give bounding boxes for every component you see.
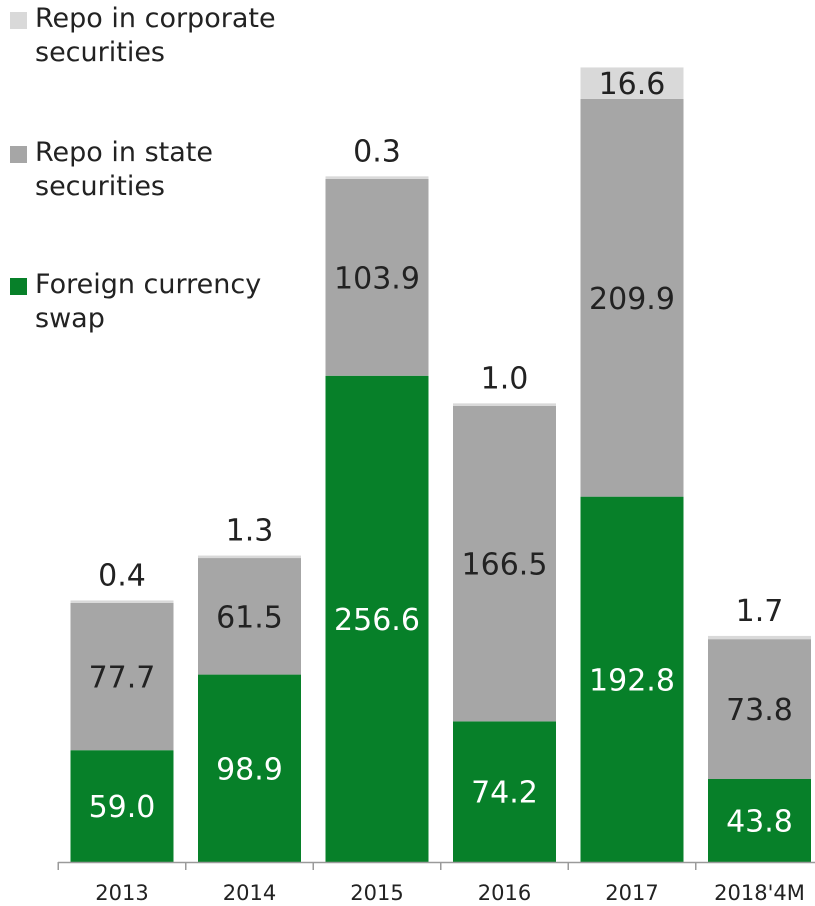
label-swap-1: 98.9 xyxy=(216,752,283,787)
bar-corporate-4 xyxy=(580,67,684,99)
label-corporate-3: 1.0 xyxy=(481,361,529,396)
bar-state-5 xyxy=(708,639,811,779)
bar-swap-3 xyxy=(453,721,556,862)
label-corporate-5: 1.7 xyxy=(736,594,784,629)
label-swap-4: 192.8 xyxy=(589,663,675,698)
label-corporate-2: 0.3 xyxy=(353,134,401,169)
bar-swap-1 xyxy=(198,674,301,862)
label-swap-5: 43.8 xyxy=(726,804,793,839)
label-state-1: 61.5 xyxy=(216,600,283,635)
bar-corporate-5 xyxy=(708,635,811,640)
x-tick-label-0: 2013 xyxy=(95,881,148,905)
label-state-0: 77.7 xyxy=(89,661,156,696)
bar-corporate-1 xyxy=(198,555,301,559)
label-state-4: 209.9 xyxy=(589,282,675,317)
bar-state-3 xyxy=(453,405,556,722)
legend-swatch-state xyxy=(10,146,27,163)
bar-swap-2 xyxy=(325,375,429,862)
label-corporate-4: 16.6 xyxy=(599,67,666,102)
x-tick-label-5: 2018'4M xyxy=(714,881,805,905)
label-corporate-1: 1.3 xyxy=(226,514,274,549)
bar-state-4 xyxy=(580,98,684,497)
x-tick-label-4: 2017 xyxy=(605,881,658,905)
label-state-3: 166.5 xyxy=(462,548,548,583)
x-tick-label-2: 2015 xyxy=(350,881,403,905)
bar-swap-5 xyxy=(708,778,811,862)
legend-swatch-swap xyxy=(10,278,27,295)
bar-state-2 xyxy=(325,178,429,376)
bar-corporate-2 xyxy=(325,176,429,179)
label-swap-2: 256.6 xyxy=(334,603,420,638)
bar-corporate-0 xyxy=(70,600,174,603)
x-tick-label-3: 2016 xyxy=(478,881,531,905)
label-swap-3: 74.2 xyxy=(471,776,538,811)
label-corporate-0: 0.4 xyxy=(98,558,146,593)
legend-label-swap: Foreign currency swap xyxy=(35,269,262,334)
legend-label-state: Repo in state securities xyxy=(35,137,213,202)
bar-swap-0 xyxy=(70,750,174,862)
bar-state-0 xyxy=(70,602,174,751)
x-tick-label-1: 2014 xyxy=(223,881,276,905)
label-swap-0: 59.0 xyxy=(89,790,156,825)
legend-label-corporate: Repo in corporate securities xyxy=(35,3,276,68)
bar-state-1 xyxy=(198,558,301,675)
bar-swap-4 xyxy=(580,496,684,862)
label-state-2: 103.9 xyxy=(334,261,420,296)
legend-swatch-corporate xyxy=(10,12,27,29)
label-state-5: 73.8 xyxy=(726,693,793,728)
bar-corporate-3 xyxy=(453,403,556,406)
